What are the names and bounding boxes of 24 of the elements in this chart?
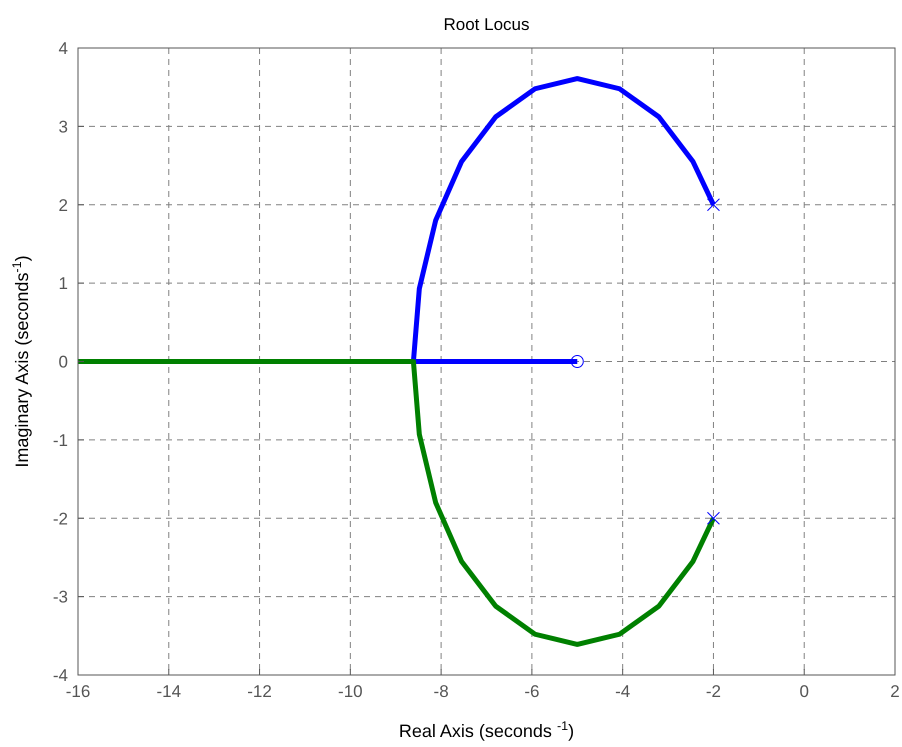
x-tick-label: -16 <box>66 682 90 701</box>
x-tick-label: -8 <box>434 682 449 701</box>
y-tick-label: 4 <box>58 39 68 58</box>
x-tick-label: -6 <box>524 682 540 701</box>
x-tick-label: -10 <box>338 682 363 701</box>
x-tick-label: -4 <box>615 682 630 701</box>
point <box>706 512 720 525</box>
x-tick-label: -2 <box>706 682 722 701</box>
y-tick-label: 1 <box>58 274 68 294</box>
y-tick-label: -4 <box>52 666 68 685</box>
point <box>570 355 584 368</box>
y-tick-label: -3 <box>52 588 68 607</box>
y-tick-label: 2 <box>58 196 68 215</box>
x-axis-title: Real Axis (seconds $^{-1}$) <box>398 719 574 741</box>
x-tick-label: -14 <box>156 682 182 701</box>
y-tick-label: 0 <box>58 352 68 372</box>
y-tick-label: 3 <box>58 117 68 136</box>
point <box>706 198 720 212</box>
x-tick-label: 0 <box>799 682 809 701</box>
y-tick-label: -2 <box>52 509 68 528</box>
y-tick-label: -1 <box>52 430 68 450</box>
x-tick-label: -12 <box>247 682 272 701</box>
chart-title: Root Locus <box>444 15 530 34</box>
x-tick-label: 2 <box>890 682 900 701</box>
